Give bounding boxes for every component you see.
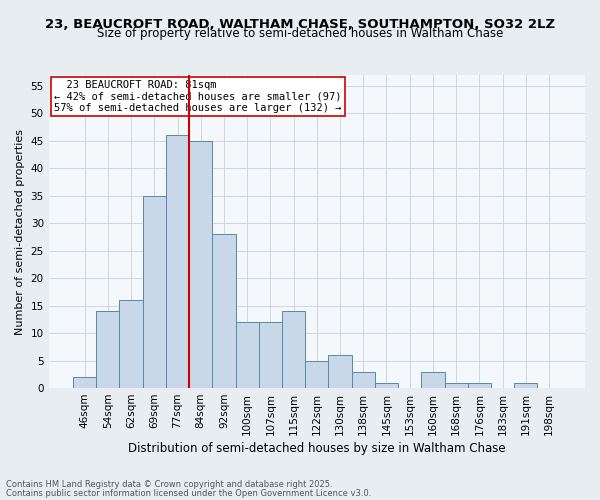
- Bar: [189, 141, 212, 388]
- Text: 23, BEAUCROFT ROAD, WALTHAM CHASE, SOUTHAMPTON, SO32 2LZ: 23, BEAUCROFT ROAD, WALTHAM CHASE, SOUTH…: [45, 18, 555, 30]
- Bar: [143, 196, 166, 388]
- Bar: [514, 382, 538, 388]
- Bar: [73, 377, 96, 388]
- Bar: [445, 382, 468, 388]
- Text: Size of property relative to semi-detached houses in Waltham Chase: Size of property relative to semi-detach…: [97, 28, 503, 40]
- Bar: [421, 372, 445, 388]
- Bar: [468, 382, 491, 388]
- Bar: [282, 311, 305, 388]
- Bar: [96, 311, 119, 388]
- Text: Contains public sector information licensed under the Open Government Licence v3: Contains public sector information licen…: [6, 488, 371, 498]
- Bar: [259, 322, 282, 388]
- Bar: [166, 136, 189, 388]
- Text: 23 BEAUCROFT ROAD: 81sqm
← 42% of semi-detached houses are smaller (97)
57% of s: 23 BEAUCROFT ROAD: 81sqm ← 42% of semi-d…: [54, 80, 341, 113]
- Bar: [305, 360, 328, 388]
- Bar: [212, 234, 236, 388]
- Bar: [328, 355, 352, 388]
- Y-axis label: Number of semi-detached properties: Number of semi-detached properties: [15, 128, 25, 334]
- Bar: [236, 322, 259, 388]
- Bar: [352, 372, 375, 388]
- Bar: [375, 382, 398, 388]
- X-axis label: Distribution of semi-detached houses by size in Waltham Chase: Distribution of semi-detached houses by …: [128, 442, 506, 455]
- Bar: [119, 300, 143, 388]
- Text: Contains HM Land Registry data © Crown copyright and database right 2025.: Contains HM Land Registry data © Crown c…: [6, 480, 332, 489]
